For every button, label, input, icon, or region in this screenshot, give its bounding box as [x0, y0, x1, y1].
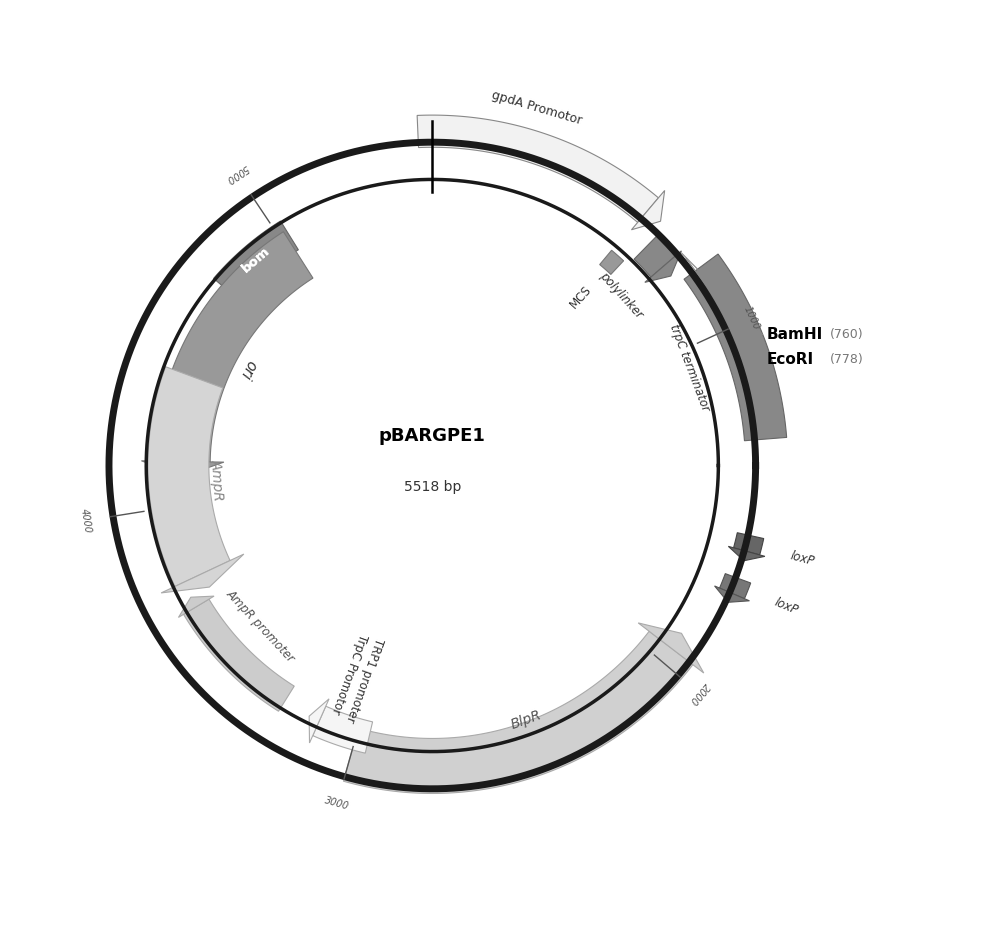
Text: 2000: 2000 [688, 681, 711, 707]
Text: 5518 bp: 5518 bp [404, 479, 461, 493]
Polygon shape [178, 596, 214, 617]
Text: loxP: loxP [772, 596, 800, 617]
Polygon shape [715, 586, 749, 602]
Polygon shape [728, 546, 765, 560]
Polygon shape [343, 631, 693, 793]
Polygon shape [214, 221, 298, 301]
Text: AmpR promoter: AmpR promoter [223, 587, 297, 665]
Text: polylinker: polylinker [597, 270, 645, 321]
Text: EcoRI: EcoRI [767, 352, 814, 367]
Text: pBARGPE1: pBARGPE1 [379, 427, 486, 445]
Text: bom: bom [239, 245, 272, 276]
Text: 5000: 5000 [224, 163, 250, 184]
Text: (778): (778) [830, 353, 864, 366]
Text: 4000: 4000 [79, 507, 92, 533]
Polygon shape [141, 461, 224, 477]
Polygon shape [645, 250, 681, 282]
Text: TRP1 promoter
TrpC Promotor: TRP1 promoter TrpC Promotor [328, 630, 385, 723]
Polygon shape [638, 623, 704, 673]
Text: AmpR: AmpR [209, 459, 225, 501]
Polygon shape [720, 573, 751, 599]
Text: BamHI: BamHI [767, 327, 823, 342]
Polygon shape [148, 367, 230, 587]
Polygon shape [634, 236, 675, 277]
Text: trpC terminator: trpC terminator [667, 322, 712, 413]
Text: 1000: 1000 [741, 305, 761, 331]
Text: ori: ori [237, 358, 259, 382]
Polygon shape [313, 707, 373, 753]
Polygon shape [734, 533, 764, 555]
Text: gpdA Promotor: gpdA Promotor [490, 88, 584, 128]
Text: loxP: loxP [788, 549, 816, 569]
Text: BlpR: BlpR [508, 708, 543, 732]
Text: (760): (760) [830, 328, 864, 341]
Polygon shape [155, 232, 313, 462]
Polygon shape [184, 600, 294, 711]
Polygon shape [309, 699, 329, 743]
Text: 3000: 3000 [324, 795, 350, 812]
Polygon shape [161, 554, 244, 593]
Polygon shape [600, 250, 624, 275]
Text: MCS: MCS [567, 283, 594, 311]
Polygon shape [417, 115, 658, 223]
Polygon shape [684, 254, 787, 440]
Polygon shape [631, 191, 665, 230]
Text: bom: bom [239, 245, 272, 276]
